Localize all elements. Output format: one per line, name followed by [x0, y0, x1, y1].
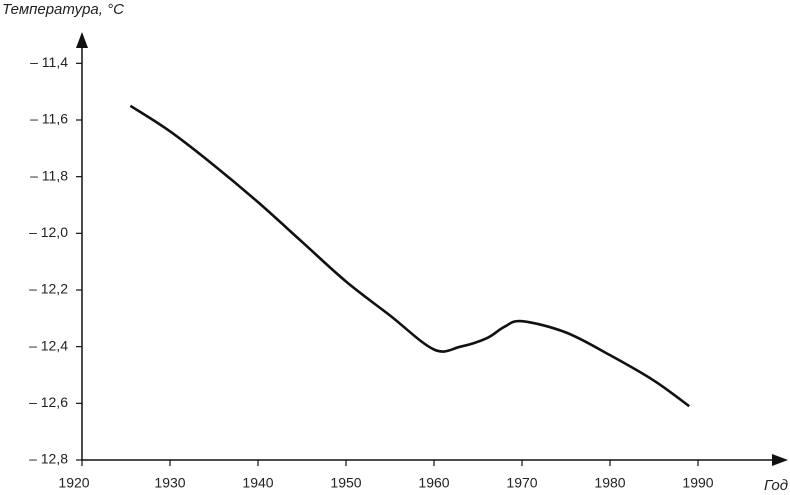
y-tick-label: – 12,4	[29, 337, 68, 353]
y-tick-label: – 12,6	[29, 394, 68, 410]
y-tick-label: – 12,2	[29, 281, 68, 297]
x-axis-label: Год	[764, 477, 788, 494]
x-tick-label: 1970	[506, 475, 537, 491]
y-axis-label: Температура, °C	[2, 1, 124, 18]
y-tick-label: – 11,8	[30, 167, 68, 183]
data-line	[129, 104, 690, 408]
y-tick-label: – 11,4	[30, 54, 68, 70]
x-tick-label: 1990	[682, 475, 713, 491]
y-axis-arrow	[76, 32, 88, 48]
x-axis-arrow	[772, 454, 788, 466]
x-tick-label: 1950	[330, 475, 361, 491]
x-tick-label: 1940	[242, 475, 273, 491]
x-tick-label: 1930	[154, 475, 185, 491]
y-tick-label: – 11,6	[30, 111, 68, 127]
x-tick-label: 1920	[58, 475, 89, 491]
y-tick-label: – 12,0	[29, 224, 68, 240]
x-tick-label: 1960	[418, 475, 449, 491]
x-tick-label: 1980	[594, 475, 625, 491]
y-tick-label: – 12,8	[29, 451, 68, 467]
